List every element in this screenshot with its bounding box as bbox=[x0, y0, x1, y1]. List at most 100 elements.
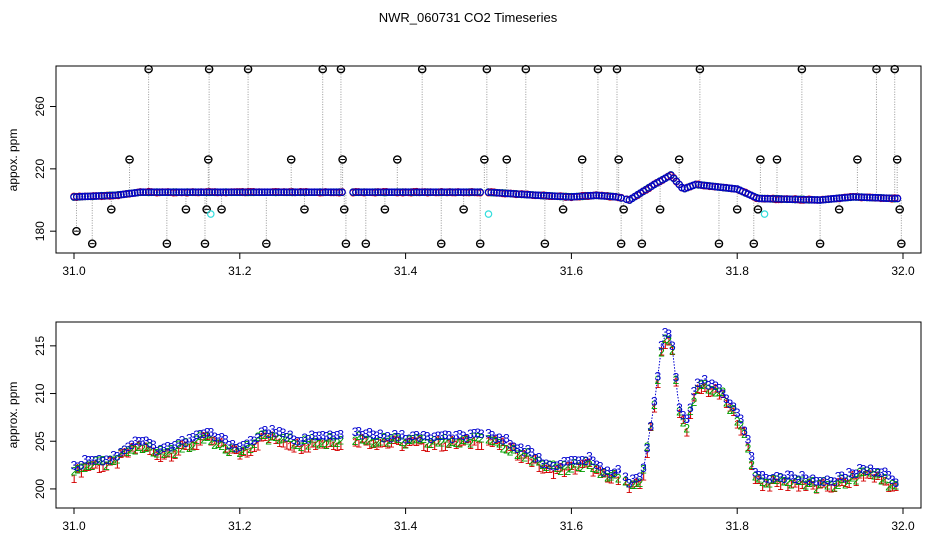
series-3-point bbox=[531, 191, 540, 199]
series-3-point bbox=[526, 191, 534, 199]
series-1-marker: 1 bbox=[557, 460, 564, 474]
series-2-marker: 2 bbox=[154, 447, 161, 461]
series-1-marker: 1 bbox=[193, 439, 200, 453]
series-1-marker: 1 bbox=[575, 461, 582, 475]
series-1-marker: 1 bbox=[449, 433, 456, 447]
series-3-marker: 3 bbox=[525, 442, 532, 456]
series-3-point bbox=[570, 192, 578, 201]
series-3-point bbox=[150, 188, 158, 197]
series-3-marker: 3 bbox=[568, 454, 575, 468]
series-3-point bbox=[697, 181, 706, 189]
series-2-marker: 2 bbox=[377, 435, 384, 449]
series-3-marker: 3 bbox=[355, 424, 362, 438]
flagged-point bbox=[341, 239, 351, 248]
series-1-marker: 1 bbox=[510, 440, 517, 454]
series-3-point bbox=[164, 188, 172, 197]
series-3-marker: 3 bbox=[435, 429, 442, 443]
series-2-marker: 2 bbox=[190, 440, 197, 454]
series-3-point bbox=[595, 191, 603, 200]
series-1-marker: 1 bbox=[301, 442, 308, 456]
series-3-point bbox=[282, 188, 291, 197]
series-1-marker: 1 bbox=[478, 439, 485, 453]
series-3-point bbox=[484, 188, 493, 197]
series-3-marker: 3 bbox=[820, 475, 827, 489]
series-2-marker: 2 bbox=[464, 433, 471, 447]
flagged-point bbox=[612, 64, 622, 74]
series-2-marker: 2 bbox=[637, 476, 644, 490]
series-2-marker: 2 bbox=[244, 439, 251, 453]
series-1-marker: 1 bbox=[658, 344, 665, 358]
series-2-marker: 2 bbox=[204, 430, 211, 444]
series-1-marker: 1 bbox=[208, 435, 215, 449]
series-3-point bbox=[473, 188, 482, 197]
series-1-marker: 1 bbox=[871, 471, 878, 485]
series-1-marker: 1 bbox=[89, 459, 96, 473]
series-3-point bbox=[824, 195, 833, 204]
series-3-marker: 3 bbox=[420, 429, 427, 443]
series-1-marker: 1 bbox=[860, 471, 867, 485]
series-1-marker: 1 bbox=[409, 435, 416, 449]
series-2-marker: 2 bbox=[831, 480, 838, 494]
series-2-marker: 2 bbox=[824, 478, 831, 492]
series-1-marker: 1 bbox=[878, 473, 885, 487]
series-2-marker: 2 bbox=[748, 458, 755, 472]
series-1-marker: 1 bbox=[892, 480, 899, 494]
series-2-marker: 2 bbox=[478, 431, 485, 445]
series-2-marker: 2 bbox=[532, 452, 539, 466]
series-1-marker: 1 bbox=[474, 439, 481, 453]
series-3-marker: 3 bbox=[647, 419, 654, 433]
series-3-point bbox=[244, 188, 252, 197]
series-1-marker: 1 bbox=[366, 438, 373, 452]
series-3-marker: 3 bbox=[835, 469, 842, 483]
series-2-marker: 2 bbox=[846, 473, 853, 487]
flagged-point bbox=[695, 64, 705, 74]
series-2-marker: 2 bbox=[604, 471, 611, 485]
series-3-marker: 3 bbox=[838, 469, 845, 483]
series-3-marker: 3 bbox=[759, 469, 766, 483]
series-2-marker: 2 bbox=[474, 431, 481, 445]
series-2-marker: 2 bbox=[218, 439, 225, 453]
series-3-point bbox=[537, 191, 545, 200]
series-1-marker: 1 bbox=[395, 434, 402, 448]
series-2-marker: 2 bbox=[842, 478, 849, 492]
series-1-marker: 1 bbox=[568, 459, 575, 473]
series-2-marker: 2 bbox=[215, 437, 222, 451]
series-2-marker: 2 bbox=[323, 438, 330, 452]
series-3-marker: 3 bbox=[828, 475, 835, 489]
series-2-marker: 2 bbox=[208, 434, 215, 448]
bottom-panel: approx. ppm 31.0 31.2 31.4 31.6 31.8 32.0 200 2… bbox=[6, 321, 922, 533]
series-2-marker: 2 bbox=[200, 433, 207, 447]
series-1-marker: 1 bbox=[218, 436, 225, 450]
series-3-marker: 3 bbox=[71, 458, 78, 472]
series-2-marker: 2 bbox=[817, 477, 824, 491]
series-1-marker: 1 bbox=[572, 464, 579, 478]
series-3-point bbox=[142, 188, 150, 197]
series-3-point bbox=[354, 188, 363, 197]
series-1-marker: 1 bbox=[254, 439, 261, 453]
series-3-point bbox=[785, 195, 794, 204]
series-3-point bbox=[365, 188, 374, 197]
series-3-point bbox=[700, 181, 708, 190]
series-3-marker: 3 bbox=[121, 443, 128, 457]
top-x-tick-label: 31.4 bbox=[394, 264, 418, 278]
series-3-marker: 3 bbox=[864, 464, 871, 478]
series-3-marker: 3 bbox=[247, 433, 254, 447]
series-1-marker: 1 bbox=[258, 430, 265, 444]
series-1-marker: 1 bbox=[608, 473, 615, 487]
series-3-point bbox=[506, 189, 515, 198]
series-3-point bbox=[592, 191, 601, 200]
flagged-point bbox=[162, 239, 172, 248]
series-1-marker: 1 bbox=[265, 432, 272, 446]
series-3-point bbox=[490, 188, 498, 197]
series-1-marker: 1 bbox=[319, 438, 326, 452]
series-2-marker: 2 bbox=[118, 446, 125, 460]
series-1-marker: 1 bbox=[384, 437, 391, 451]
flagged-point bbox=[797, 64, 807, 74]
series-3-marker: 3 bbox=[99, 454, 106, 468]
series-1-marker: 1 bbox=[626, 482, 633, 496]
series-2-marker: 2 bbox=[359, 433, 366, 447]
series-1-marker: 1 bbox=[604, 472, 611, 486]
series-1-marker: 1 bbox=[190, 439, 197, 453]
series-3-point bbox=[860, 193, 869, 202]
series-2-marker: 2 bbox=[226, 445, 233, 459]
